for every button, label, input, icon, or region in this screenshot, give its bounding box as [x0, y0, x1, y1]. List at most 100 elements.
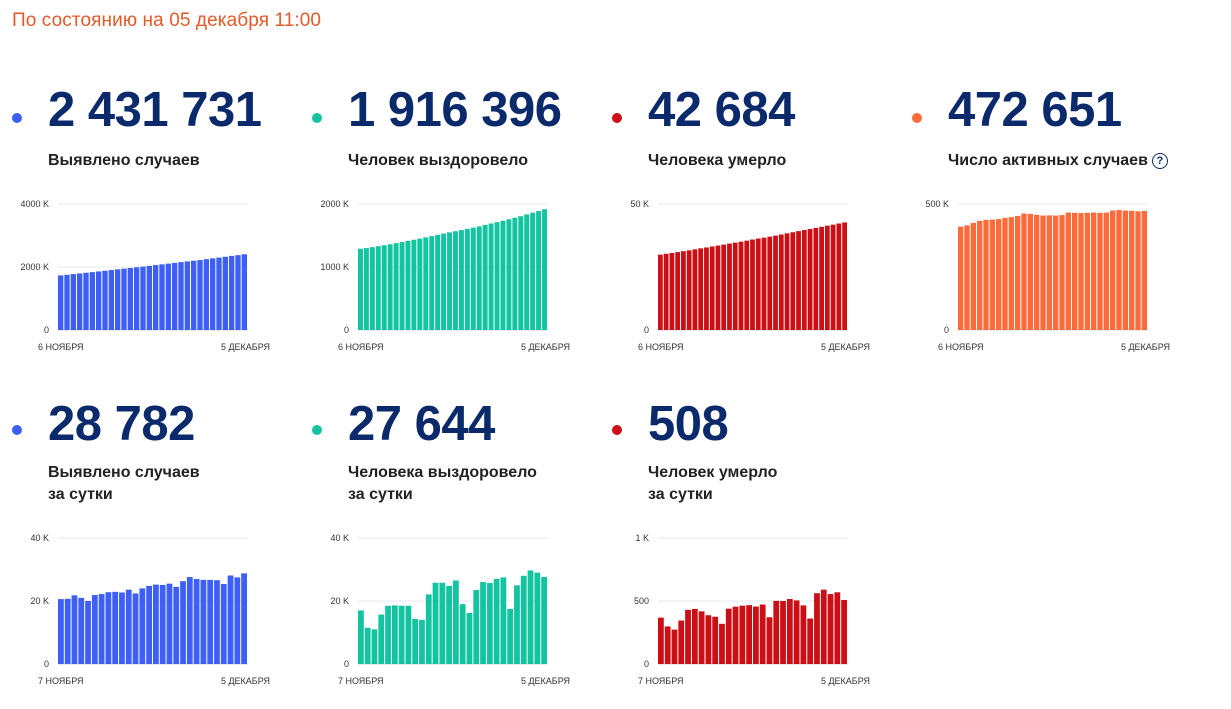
x-end-label: 5 ДЕКАБРЯ: [521, 676, 570, 686]
x-end-label: 5 ДЕКАБРЯ: [221, 342, 270, 352]
stat-card-total-cases: 2 431 731 Выявлено случаев 0 2000 K 4000 K…: [12, 86, 302, 366]
bar: [704, 247, 709, 330]
bar: [191, 260, 197, 330]
bar: [541, 576, 547, 664]
bar: [125, 589, 132, 664]
bar: [486, 583, 493, 664]
bar: [134, 267, 140, 330]
bar: [203, 259, 209, 330]
stat-card-deaths: 42 684 Человека умерло 0 50 K 6 НОЯБРЯ 5 ДЕ…: [612, 86, 902, 366]
legend-dot: [912, 113, 922, 123]
y-tick-label: 2000 K: [320, 199, 349, 209]
bar: [524, 214, 530, 330]
stat-label: Число активных случаев?: [948, 150, 1168, 172]
y-tick-label: 1000 K: [320, 262, 349, 272]
bar: [834, 592, 841, 664]
bar: [721, 244, 727, 330]
y-tick-label: 500: [634, 596, 649, 606]
stat-label-line1: Выявлено случаев: [48, 152, 200, 169]
bar: [412, 618, 419, 664]
status-timestamp: По состоянию на 05 декабря 11:00: [12, 10, 322, 31]
stat-label-line1: Выявлено случаев: [48, 464, 200, 481]
bar: [819, 226, 824, 330]
x-start-label: 6 НОЯБРЯ: [638, 342, 684, 352]
bar: [1059, 215, 1065, 330]
chart-daily-recovered: 0 20 K 40 K 7 НОЯБРЯ 5 ДЕКАБРЯ: [330, 533, 570, 686]
y-tick-label: 0: [44, 659, 49, 669]
bar: [1034, 214, 1040, 330]
bar: [793, 600, 800, 664]
bar: [1065, 212, 1071, 330]
bar: [184, 261, 190, 330]
bar: [429, 236, 435, 330]
chart-daily-cases: 0 20 K 40 K 7 НОЯБРЯ 5 ДЕКАБРЯ: [30, 533, 270, 686]
bar: [715, 245, 721, 330]
bar: [681, 251, 686, 330]
bar: [989, 219, 995, 330]
bar: [1135, 211, 1141, 330]
stat-card-daily-recovered: 27 644 Человека выздоровело за сутки 0 20…: [312, 400, 602, 700]
bar: [719, 623, 725, 664]
stat-label-line2: за сутки: [48, 486, 113, 503]
bar: [1103, 212, 1109, 330]
bar: [739, 605, 746, 664]
x-end-label: 5 ДЕКАБРЯ: [221, 676, 270, 686]
bar: [705, 615, 712, 664]
bar: [96, 271, 102, 330]
bar: [1122, 210, 1128, 330]
bar: [193, 578, 200, 664]
bar: [507, 608, 514, 664]
bar: [658, 617, 664, 664]
bar: [691, 608, 698, 664]
bar: [381, 245, 387, 330]
bar: [685, 609, 691, 664]
bar: [89, 272, 95, 330]
bar: [91, 595, 98, 664]
bar: [235, 255, 241, 330]
x-end-label: 5 ДЕКАБРЯ: [821, 676, 870, 686]
bar: [1116, 210, 1122, 330]
bar: [983, 219, 989, 330]
help-icon[interactable]: ?: [1151, 153, 1168, 169]
y-tick-label: 0: [44, 325, 49, 335]
bar: [767, 236, 773, 330]
bar: [1015, 216, 1021, 330]
bar: [173, 586, 180, 664]
bar: [369, 247, 375, 330]
bar: [746, 605, 752, 664]
bar: [210, 258, 216, 330]
stat-value: 28 782: [48, 397, 195, 451]
bar: [725, 608, 732, 664]
chart-deaths: 0 50 K 6 НОЯБРЯ 5 ДЕКАБРЯ: [630, 199, 870, 352]
bar: [363, 248, 369, 330]
bar: [458, 230, 464, 330]
bar: [464, 228, 470, 330]
bar: [663, 253, 669, 330]
bar: [753, 606, 759, 664]
bar: [536, 211, 542, 330]
bar: [842, 222, 847, 330]
x-start-label: 6 НОЯБРЯ: [338, 342, 384, 352]
chart-active: 0 500 K 6 НОЯБРЯ 5 ДЕКАБРЯ: [925, 199, 1170, 352]
bar: [127, 267, 133, 330]
bar: [996, 219, 1002, 330]
bar: [1078, 213, 1084, 330]
bar: [712, 616, 719, 664]
bar: [78, 597, 85, 664]
bar: [480, 582, 486, 664]
bar: [820, 589, 827, 664]
bar: [824, 225, 830, 330]
bar: [671, 629, 678, 664]
bar: [115, 269, 121, 330]
bar: [827, 594, 834, 664]
bar: [786, 598, 793, 664]
bar: [439, 582, 446, 664]
bar: [241, 573, 247, 664]
bar: [165, 263, 171, 330]
stat-label-line1: Человек выздоровело: [348, 152, 529, 169]
bar: [970, 222, 976, 330]
stat-card-daily-cases: 28 782 Выявлено случаев за сутки 0 20 K 40…: [12, 400, 302, 700]
bar: [796, 231, 801, 330]
bar: [750, 239, 755, 330]
bar: [186, 577, 193, 664]
